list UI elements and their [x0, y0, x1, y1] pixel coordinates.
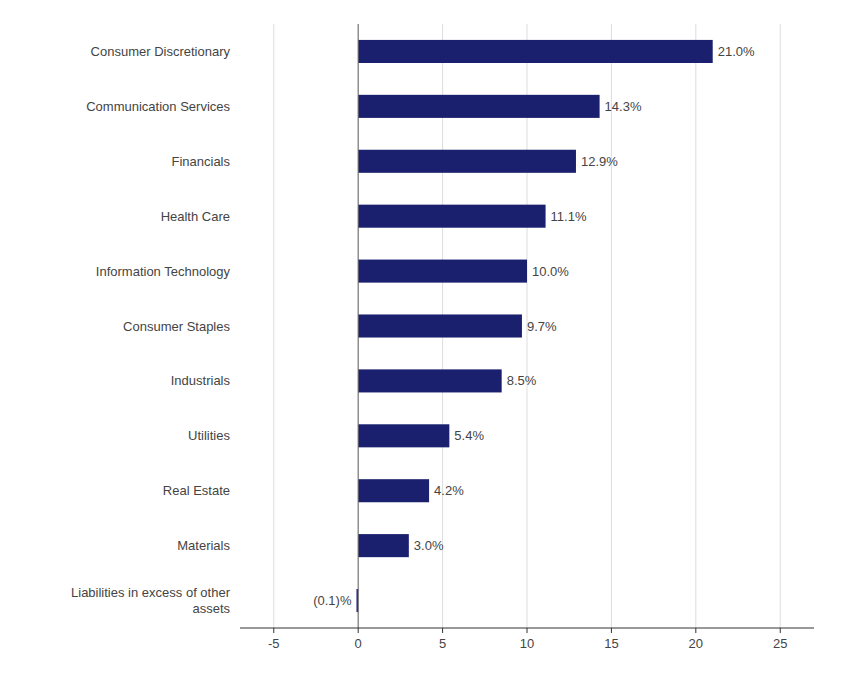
bar [358, 205, 545, 228]
data-label: 5.4% [454, 428, 484, 443]
data-label: (0.1)% [313, 593, 352, 608]
category-label: Financials [171, 154, 230, 169]
category-label: Real Estate [163, 483, 230, 498]
category-label: Communication Services [86, 99, 230, 114]
x-tick [442, 628, 443, 633]
data-label: 10.0% [532, 264, 569, 279]
x-tick-label: 25 [773, 636, 787, 651]
x-tick [358, 628, 359, 633]
data-label: 12.9% [581, 154, 618, 169]
category-label: Industrials [171, 373, 231, 388]
chart-container: 21.0% 14.3% 12.9% 11.1% 10.0% 9.7% 8.5% 5.4% 4.2… [0, 0, 864, 684]
x-axis: -5 0 5 10 15 20 25 [240, 628, 814, 651]
bar [358, 40, 713, 63]
grid-line [695, 24, 696, 628]
data-labels: 21.0% 14.3% 12.9% 11.1% 10.0% 9.7% 8.5% 5.4% 4.2… [313, 44, 755, 608]
category-label: Consumer Staples [123, 319, 230, 334]
bar [358, 150, 576, 173]
x-tick-label: 15 [604, 636, 618, 651]
grid-line [358, 24, 359, 628]
bar [358, 479, 429, 502]
bar [358, 260, 527, 283]
y-axis-labels: Consumer Discretionary Communication Serv… [71, 44, 231, 616]
data-label: 8.5% [507, 373, 537, 388]
zero-line [358, 24, 359, 628]
data-label: 14.3% [605, 99, 642, 114]
data-label: 3.0% [414, 538, 444, 553]
grid-line [273, 24, 274, 628]
x-tick-label: -5 [268, 636, 280, 651]
bar [358, 95, 599, 118]
bar [358, 534, 409, 557]
chart-svg: 21.0% 14.3% 12.9% 11.1% 10.0% 9.7% 8.5% 5.4% 4.2… [0, 0, 864, 684]
data-label: 4.2% [434, 483, 464, 498]
x-tick-label: 10 [520, 636, 534, 651]
category-label: Materials [177, 538, 230, 553]
x-tick-label: 20 [689, 636, 703, 651]
category-label: Consumer Discretionary [91, 44, 231, 59]
x-tick-label: 0 [355, 636, 362, 651]
bars [356, 40, 712, 612]
x-tick [780, 628, 781, 633]
data-label: 11.1% [551, 209, 587, 224]
bar [358, 314, 522, 337]
x-tick [273, 628, 274, 633]
category-label: Health Care [161, 209, 230, 224]
category-label: Liabilities in excess of otherassets [71, 585, 231, 616]
data-label: 9.7% [527, 319, 557, 334]
x-tick [695, 628, 696, 633]
x-tick [527, 628, 528, 633]
grid-line [611, 24, 612, 628]
grid [274, 24, 780, 628]
grid-line [780, 24, 781, 628]
bar [358, 424, 449, 447]
x-tick-label: 5 [439, 636, 446, 651]
category-label: Utilities [188, 428, 230, 443]
category-label: Information Technology [96, 264, 231, 279]
bar [358, 369, 502, 392]
x-tick [611, 628, 612, 633]
data-label: 21.0% [718, 44, 755, 59]
